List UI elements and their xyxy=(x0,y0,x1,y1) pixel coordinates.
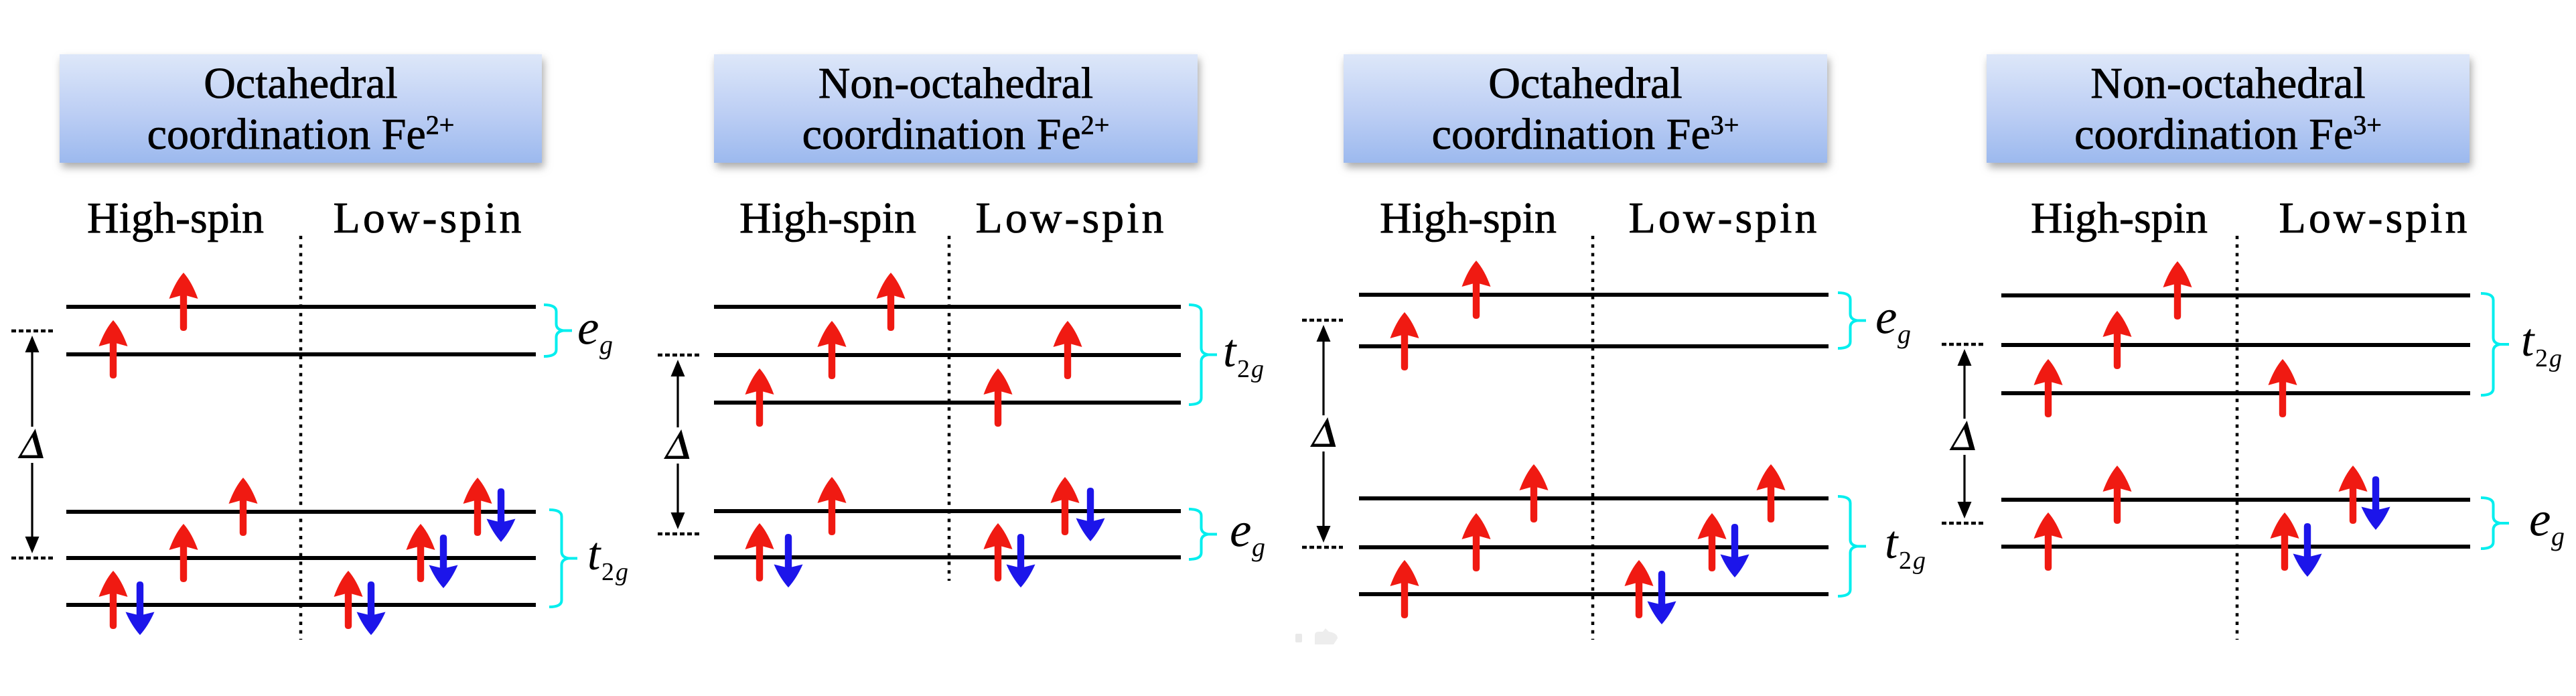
svg-text:e: e xyxy=(1230,503,1251,557)
svg-text:2: 2 xyxy=(1899,547,1912,575)
svg-text:High-spin: High-spin xyxy=(1380,194,1557,242)
svg-text:e: e xyxy=(577,301,599,355)
svg-text:t: t xyxy=(2521,315,2535,366)
svg-text:t: t xyxy=(587,529,601,580)
svg-text:High-spin: High-spin xyxy=(2031,194,2208,242)
svg-text:Low-spin: Low-spin xyxy=(1629,194,1820,242)
svg-text:g: g xyxy=(2549,344,2562,372)
svg-text:e: e xyxy=(2529,492,2551,547)
svg-text:coordination Fe3+: coordination Fe3+ xyxy=(2074,110,2382,159)
svg-text:g: g xyxy=(599,330,613,360)
svg-text:2: 2 xyxy=(2535,344,2548,372)
svg-text:t: t xyxy=(1885,517,1899,569)
svg-text:Low-spin: Low-spin xyxy=(334,194,524,242)
svg-text:2: 2 xyxy=(601,558,614,586)
svg-text:Octahedral: Octahedral xyxy=(204,59,398,108)
svg-text:coordination Fe2+: coordination Fe2+ xyxy=(802,110,1110,159)
svg-text:g: g xyxy=(1251,355,1264,383)
svg-text:Non-octahedral: Non-octahedral xyxy=(818,59,1093,108)
svg-text:g: g xyxy=(1898,319,1911,349)
svg-text:Low-spin: Low-spin xyxy=(976,194,1167,242)
svg-text:Low-spin: Low-spin xyxy=(2279,194,2470,242)
svg-text:2: 2 xyxy=(1237,355,1250,383)
svg-text:e: e xyxy=(1875,290,1897,344)
svg-text:Non-octahedral: Non-octahedral xyxy=(2090,59,2365,108)
svg-text:g: g xyxy=(2551,521,2565,551)
svg-text:t: t xyxy=(1223,326,1237,377)
svg-text:g: g xyxy=(616,558,628,586)
svg-text:g: g xyxy=(1913,547,1926,575)
svg-text:Octahedral: Octahedral xyxy=(1488,59,1683,108)
svg-text:coordination Fe2+: coordination Fe2+ xyxy=(147,110,455,159)
svg-text:g: g xyxy=(1252,532,1265,562)
svg-text:coordination Fe3+: coordination Fe3+ xyxy=(1432,110,1739,159)
svg-text:High-spin: High-spin xyxy=(87,194,264,242)
svg-text:High-spin: High-spin xyxy=(739,194,916,242)
